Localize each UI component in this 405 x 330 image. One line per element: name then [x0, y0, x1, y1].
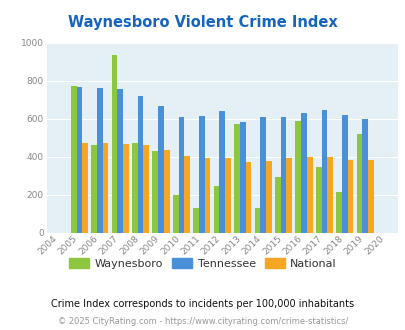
Bar — [335, 192, 341, 233]
Bar — [225, 158, 230, 233]
Bar — [70, 85, 76, 233]
Text: Waynesboro Violent Crime Index: Waynesboro Violent Crime Index — [68, 15, 337, 30]
Bar — [193, 208, 198, 233]
Bar — [361, 119, 367, 233]
Bar — [245, 162, 251, 233]
Bar — [97, 88, 102, 233]
Bar — [76, 87, 82, 233]
Bar — [198, 116, 204, 233]
Bar — [91, 145, 97, 233]
Bar — [265, 161, 271, 233]
Bar — [234, 123, 239, 233]
Bar — [280, 117, 286, 233]
Text: Crime Index corresponds to incidents per 100,000 inhabitants: Crime Index corresponds to incidents per… — [51, 299, 354, 309]
Bar — [286, 158, 291, 233]
Text: © 2025 CityRating.com - https://www.cityrating.com/crime-statistics/: © 2025 CityRating.com - https://www.city… — [58, 317, 347, 326]
Bar — [137, 96, 143, 233]
Bar — [82, 144, 88, 233]
Bar — [158, 107, 164, 233]
Bar — [326, 157, 332, 233]
Bar — [306, 157, 312, 233]
Bar — [341, 115, 347, 233]
Bar — [239, 122, 245, 233]
Bar — [254, 208, 260, 233]
Bar — [315, 167, 321, 233]
Bar — [132, 144, 137, 233]
Bar — [321, 110, 326, 233]
Bar — [152, 151, 158, 233]
Bar — [123, 144, 128, 233]
Bar — [219, 111, 225, 233]
Legend: Waynesboro, Tennessee, National: Waynesboro, Tennessee, National — [65, 254, 340, 273]
Bar — [347, 160, 352, 233]
Bar — [204, 158, 210, 233]
Bar — [260, 117, 265, 233]
Bar — [102, 143, 108, 233]
Bar — [274, 177, 280, 233]
Bar — [295, 121, 301, 233]
Bar — [301, 113, 306, 233]
Bar — [184, 156, 190, 233]
Bar — [173, 195, 178, 233]
Bar — [143, 145, 149, 233]
Bar — [213, 186, 219, 233]
Bar — [367, 160, 373, 233]
Bar — [164, 150, 169, 233]
Bar — [356, 134, 361, 233]
Bar — [111, 55, 117, 233]
Bar — [178, 117, 184, 233]
Bar — [117, 89, 123, 233]
